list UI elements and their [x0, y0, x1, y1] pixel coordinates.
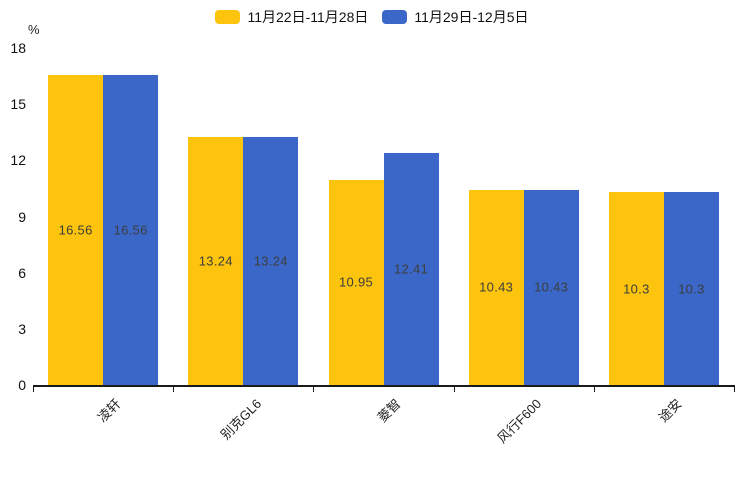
bar-series2-别克GL6[interactable]: 13.24	[243, 137, 299, 385]
y-axis-tick-label: 6	[18, 264, 26, 281]
bar-value-label: 13.24	[198, 253, 233, 269]
x-axis-tick-mark	[734, 385, 735, 392]
x-axis-label-别克GL6: 别克GL6	[217, 396, 264, 443]
bar-value-label: 10.95	[338, 274, 374, 290]
x-axis-label-途安: 途安	[655, 396, 685, 426]
bar-series2-凌轩[interactable]: 16.56	[103, 74, 159, 385]
plot-area: 16.56 16.56 13.24 13.24 10.95 12.41 10.43 10.43…	[33, 48, 735, 393]
y-axis-tick-label: 9	[18, 208, 26, 225]
bar-value-label: 12.41	[393, 261, 429, 277]
bar-value-label: 16.56	[58, 222, 93, 238]
bar-series1-别克GL6[interactable]: 13.24	[188, 137, 244, 385]
legend-item-series-2[interactable]: 11月29日-12月5日	[382, 8, 529, 26]
bar-series1-菱智[interactable]: 10.95	[328, 179, 384, 385]
bar-value-label: 10.3	[678, 281, 705, 297]
x-axis-tick-mark	[33, 385, 34, 392]
legend-item-label: 11月29日-12月5日	[414, 9, 529, 25]
y-axis-tick-label: 0	[18, 377, 26, 393]
bar-value-label: 16.56	[113, 222, 148, 238]
bar-value-label: 13.24	[253, 253, 288, 269]
y-axis-tick-label: 18	[10, 40, 26, 56]
x-axis-tick-mark	[593, 385, 595, 392]
bar-series2-菱智[interactable]: 12.41	[383, 152, 439, 385]
x-axis-label-凌轩: 凌轩	[94, 396, 124, 426]
x-axis-label-风行F600: 风行F600	[494, 396, 545, 446]
bar-series1-途安[interactable]: 10.3	[608, 192, 664, 385]
bar-value-label: 10.3	[623, 281, 650, 297]
x-axis-tick-mark	[313, 385, 315, 392]
x-axis-label-菱智: 菱智	[375, 396, 405, 426]
legend: 11月22日-11月28日 11月29日-12月5日	[0, 8, 744, 26]
bar-series2-风行F600[interactable]: 10.43	[523, 189, 579, 385]
legend-swatch-icon	[215, 10, 241, 24]
x-axis-line	[33, 385, 734, 387]
bar-value-label: 10.43	[534, 279, 569, 295]
y-axis-tick-label: 3	[18, 320, 26, 337]
bar-series1-风行F600[interactable]: 10.43	[468, 189, 524, 385]
y-axis-tick-label: 15	[10, 96, 26, 113]
x-axis-tick-mark	[173, 385, 175, 392]
legend-item-series-1[interactable]: 11月22日-11月28日	[215, 8, 368, 26]
legend-item-label: 11月22日-11月28日	[247, 9, 369, 25]
bar-value-label: 10.43	[479, 279, 514, 295]
bar-series1-凌轩[interactable]: 16.56	[48, 74, 104, 385]
legend-swatch-icon	[382, 10, 408, 24]
y-axis-unit-label: %	[28, 22, 40, 37]
y-axis-tick-label: 12	[10, 152, 26, 169]
x-axis-tick-mark	[453, 385, 455, 392]
bar-series2-途安[interactable]: 10.3	[663, 192, 719, 385]
